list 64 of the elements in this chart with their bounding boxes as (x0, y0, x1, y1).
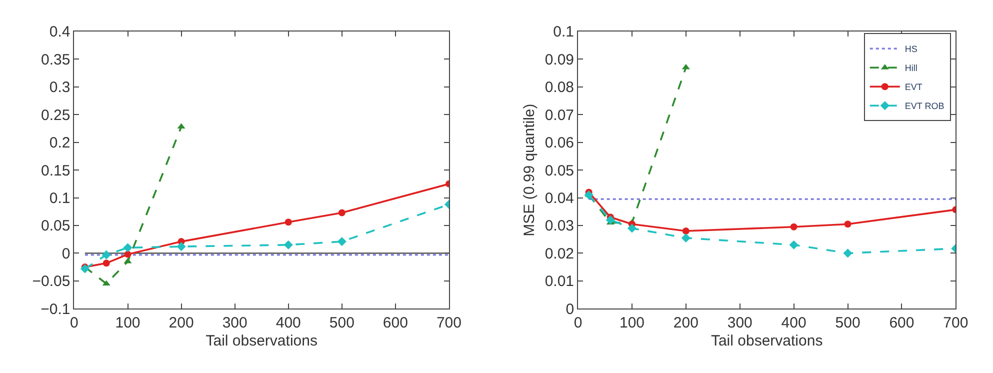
y-tick-label: 0.15 (41, 162, 70, 180)
y-tick-label: 0.35 (41, 51, 70, 68)
point (789, 240, 798, 250)
x-axis-title: Tail observations (206, 332, 318, 350)
y-tick-label: 0.25 (41, 106, 70, 124)
y-tick-label: 0.07 (544, 106, 574, 124)
y-tick-label: 0.05 (41, 218, 70, 235)
legend-label: EVT (904, 82, 923, 92)
point (102, 250, 111, 260)
x-tick-label: 600 (889, 314, 914, 332)
point (338, 209, 346, 216)
x-tick-label: 100 (115, 314, 140, 332)
y-tick-label: 0.4 (49, 24, 70, 41)
x-tick-label: 300 (222, 314, 248, 332)
y-tick-label: −0.05 (32, 273, 70, 290)
y-tick-label: 0.3 (49, 79, 70, 96)
y-tick-label: 0 (566, 300, 574, 318)
point (606, 215, 615, 224)
point (682, 228, 690, 235)
legend-label: EVT ROB (904, 101, 944, 112)
x-tick-label: 200 (673, 314, 698, 332)
x-tick-label: 700 (436, 314, 462, 332)
point (177, 123, 186, 129)
y-tick-label: 0.08 (544, 79, 574, 96)
x-tick-label: 100 (619, 314, 645, 332)
x-tick-label: 500 (835, 314, 860, 332)
y-tick-label: 0.1 (49, 190, 70, 208)
x-tick-label: 200 (168, 314, 194, 332)
x-tick-label: 600 (382, 314, 408, 332)
point (284, 240, 293, 250)
y-tick-label: 0.01 (544, 273, 574, 290)
y-axis-title: MSE (0.99 quantile) (521, 104, 538, 236)
legend-label: HS (904, 44, 918, 54)
y-tick-label: 0 (62, 245, 70, 262)
point (681, 233, 690, 242)
x-tick-label: 500 (329, 314, 354, 332)
x-axis-title: Tail observations (710, 332, 823, 350)
legend-label: Hill (904, 63, 918, 74)
x-tick-label: 400 (276, 314, 301, 332)
point (844, 220, 852, 228)
y-tick-label: 0.2 (49, 134, 70, 152)
point (627, 224, 637, 233)
point (124, 250, 132, 258)
x-tick-label: 400 (781, 314, 806, 332)
y-tick-label: 0.1 (553, 24, 574, 41)
point (682, 64, 690, 70)
point (102, 260, 110, 267)
point (284, 218, 292, 226)
y-tick-label: 0.09 (544, 51, 574, 68)
point (80, 264, 90, 274)
point (584, 190, 594, 200)
point (790, 223, 798, 230)
y-tick-label: 0.04 (544, 190, 574, 208)
x-tick-label: 300 (727, 314, 752, 332)
y-tick-label: 0.06 (544, 134, 574, 152)
point (843, 248, 852, 258)
x-tick-label: 700 (943, 314, 968, 332)
point (176, 242, 186, 252)
y-tick-label: 0.02 (544, 245, 574, 262)
y-tick-label: 0.05 (544, 162, 574, 180)
point (123, 243, 132, 252)
point (337, 237, 346, 246)
y-tick-label: 0.03 (544, 218, 574, 235)
y-tick-label: −0.1 (40, 300, 70, 318)
